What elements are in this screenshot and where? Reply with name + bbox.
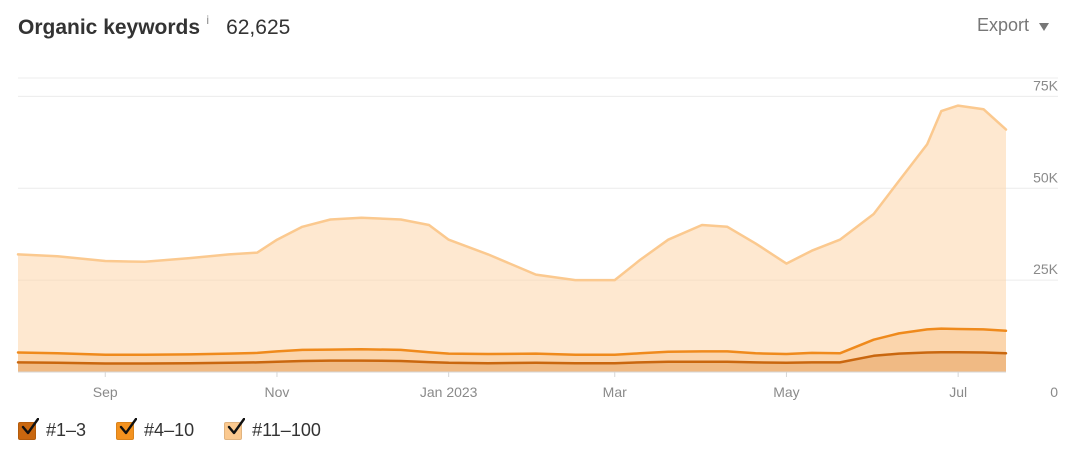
legend-label-11-100: #11–100 — [252, 420, 321, 440]
y-tick-label: 25K — [1033, 261, 1059, 277]
legend-checkbox-1-3[interactable] — [18, 417, 39, 440]
chart-title: Organic keywords i — [18, 13, 209, 40]
export-label: Export — [976, 15, 1029, 35]
x-tick-label: Jan 2023 — [420, 384, 478, 400]
y-tick-label: 75K — [1033, 77, 1059, 93]
legend-checkbox-11-100[interactable] — [224, 417, 246, 440]
legend-item-1-3[interactable]: #1–3 — [18, 417, 87, 441]
x-tick-label: Nov — [265, 384, 290, 400]
legend-label-4-10: #4–10 — [144, 420, 195, 440]
x-tick-label: Mar — [603, 384, 627, 400]
check-icon — [119, 417, 138, 434]
x-tick-label: Sep — [93, 384, 118, 400]
check-icon — [227, 417, 246, 434]
series-line-1-3 — [16, 350, 1008, 365]
series-line-11-100 — [16, 104, 1008, 282]
check-icon — [21, 417, 39, 434]
y-axis: 0 25K 50K 75K — [1033, 77, 1059, 400]
info-icon[interactable]: i — [206, 13, 210, 27]
x-tick-label: May — [773, 384, 799, 400]
chart-series — [16, 104, 1008, 372]
y-tick-label: 50K — [1033, 169, 1059, 185]
chart-header: Organic keywords i 62,625 — [18, 12, 290, 44]
legend-label-1-3: #1–3 — [46, 420, 87, 440]
series-area-11-100 — [18, 105, 1006, 372]
y-tick-label: 0 — [1050, 384, 1058, 400]
series-line-4-10 — [16, 327, 1008, 356]
legend-item-4-10[interactable]: #4–10 — [116, 417, 195, 441]
chart-title-text: Organic keywords — [18, 16, 201, 39]
legend-item-11-100[interactable]: #11–100 — [224, 417, 321, 441]
x-tick-label: Jul — [949, 384, 967, 400]
series-area-1-3 — [18, 352, 1006, 372]
legend-checkbox-4-10[interactable] — [116, 417, 138, 440]
total-keywords-count: 62,625 — [226, 16, 291, 39]
export-button[interactable]: Export — [977, 15, 1049, 36]
x-axis: Sep Nov Jan 2023 Mar May Jul — [18, 371, 1006, 400]
caret-down-icon — [1039, 22, 1049, 31]
chart-legend: #1–3 #4–10 #11–100 — [18, 417, 321, 441]
